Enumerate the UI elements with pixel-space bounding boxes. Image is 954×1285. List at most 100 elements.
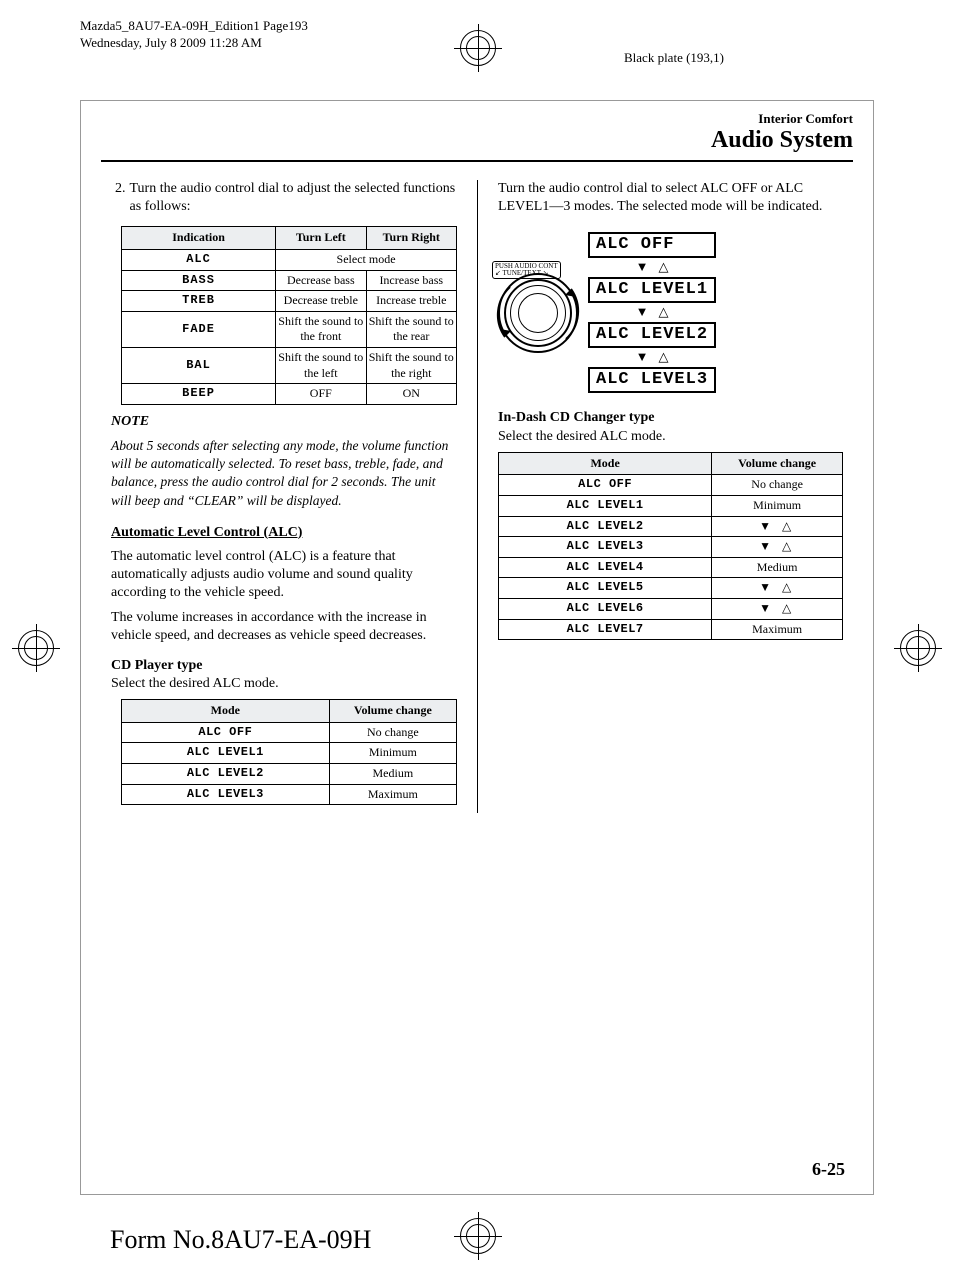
indication-cell: BASS [122, 270, 276, 291]
table-header: Volume change [712, 452, 843, 475]
table-row: ALC OFF No change [122, 722, 457, 743]
paragraph: The volume increases in accordance with … [111, 609, 457, 645]
paragraph: Turn the audio control dial to select AL… [498, 180, 843, 216]
table-row: ALC LEVEL3 Maximum [122, 784, 457, 805]
table-row: ALC LEVEL2 ▼ △ [499, 516, 843, 537]
indash-sub: Select the desired ALC mode. [498, 428, 843, 446]
indication-cell: BEEP [122, 384, 276, 405]
table-row: ALC LEVEL2 Medium [122, 764, 457, 785]
paragraph: The automatic level control (ALC) is a f… [111, 548, 457, 603]
mode-cell: ALC LEVEL4 [499, 557, 712, 578]
level-box: ALC LEVEL2 [588, 322, 716, 348]
registration-mark-icon [18, 630, 54, 666]
up-arrow-icon: △ [658, 259, 668, 276]
table-row: BAL Shift the sound to the left Shift th… [122, 347, 457, 383]
volume-cell: Minimum [329, 743, 456, 764]
value-cell: Increase treble [366, 291, 456, 312]
section-divider [101, 160, 853, 162]
right-column: Turn the audio control dial to select AL… [477, 180, 843, 813]
table-row: FADE Shift the sound to the front Shift … [122, 311, 457, 347]
mode-cell: ALC LEVEL6 [499, 598, 712, 619]
alc-levels-diagram: ALC OFF ▼△ ALC LEVEL1 ▼△ ALC LEVEL2 ▼△ A… [588, 232, 716, 393]
down-arrow-icon: ▼ [636, 349, 649, 366]
indication-cell: BAL [122, 347, 276, 383]
volume-cell: No change [329, 722, 456, 743]
arrow-row: ▼△ [588, 348, 716, 367]
volume-cell-arrows: ▼ △ [712, 598, 843, 619]
mode-cell: ALC LEVEL3 [122, 784, 330, 805]
cd-player-heading: CD Player type [111, 657, 457, 675]
form-number: Form No.8AU7-EA-09H [110, 1225, 371, 1255]
section-title: Audio System [101, 127, 853, 154]
volume-cell-arrows: ▼ △ [712, 516, 843, 537]
mode-cell: ALC LEVEL2 [499, 516, 712, 537]
down-arrow-icon: ▼ [636, 304, 649, 321]
value-cell: Shift the sound to the front [276, 311, 366, 347]
volume-cell-arrows: ▼ △ [712, 578, 843, 599]
volume-cell: Medium [712, 557, 843, 578]
mode-cell: ALC LEVEL5 [499, 578, 712, 599]
value-cell: Shift the sound to the right [366, 347, 456, 383]
down-arrow-icon: ▼ [636, 259, 649, 276]
volume-cell-arrows: ▼ △ [712, 537, 843, 558]
level-box: ALC LEVEL3 [588, 367, 716, 393]
table-row: ALC Select mode [122, 249, 457, 270]
registration-mark-icon [900, 630, 936, 666]
mode-cell: ALC LEVEL2 [122, 764, 330, 785]
indication-cell: ALC [122, 249, 276, 270]
volume-cell: No change [712, 475, 843, 496]
table-header: Volume change [329, 700, 456, 723]
table-row: BEEP OFF ON [122, 384, 457, 405]
table-row: TREB Decrease treble Increase treble [122, 291, 457, 312]
arrow-row: ▼△ [588, 258, 716, 277]
indication-cell: TREB [122, 291, 276, 312]
step-2: 2. Turn the audio control dial to adjust… [111, 180, 457, 216]
value-cell: OFF [276, 384, 366, 405]
note-text: About 5 seconds after selecting any mode… [111, 437, 457, 510]
page-content-frame: Interior Comfort Audio System 2. Turn th… [80, 100, 874, 1195]
audio-functions-table: Indication Turn Left Turn Right ALC Sele… [121, 226, 457, 404]
value-cell: Decrease treble [276, 291, 366, 312]
mode-cell: ALC LEVEL3 [499, 537, 712, 558]
level-box: ALC OFF [588, 232, 716, 258]
value-cell: Decrease bass [276, 270, 366, 291]
volume-cell: Medium [329, 764, 456, 785]
table-header: Mode [122, 700, 330, 723]
arrow-row: ▼△ [588, 303, 716, 322]
mode-cell: ALC LEVEL7 [499, 619, 712, 640]
table-row: ALC OFF No change [499, 475, 843, 496]
table-row: ALC LEVEL7 Maximum [499, 619, 843, 640]
volume-cell: Minimum [712, 495, 843, 516]
value-cell: Shift the sound to the rear [366, 311, 456, 347]
cd-player-sub: Select the desired ALC mode. [111, 675, 457, 693]
up-arrow-icon: △ [658, 304, 668, 321]
value-cell: Select mode [276, 249, 457, 270]
table-row: ALC LEVEL1 Minimum [499, 495, 843, 516]
level-box: ALC LEVEL1 [588, 277, 716, 303]
cd-alc-table: Mode Volume change ALC OFF No change ALC… [121, 699, 457, 805]
registration-mark-icon [460, 30, 496, 66]
indication-cell: FADE [122, 311, 276, 347]
table-row: ALC LEVEL4 Medium [499, 557, 843, 578]
value-cell: Shift the sound to the left [276, 347, 366, 383]
table-row: ALC LEVEL5 ▼ △ [499, 578, 843, 599]
table-row: ALC LEVEL3 ▼ △ [499, 537, 843, 558]
section-heading: Interior Comfort Audio System [81, 101, 873, 160]
table-row: ALC LEVEL6 ▼ △ [499, 598, 843, 619]
dial-figure: PUSH AUDIO CONT↙ TUNE/TEXT ↘ ALC OFF ▼△ … [498, 232, 843, 393]
mode-cell: ALC LEVEL1 [499, 495, 712, 516]
up-arrow-icon: △ [658, 349, 668, 366]
step-number: 2. [115, 180, 126, 216]
registration-mark-icon [460, 1218, 496, 1254]
table-row: BASS Decrease bass Increase bass [122, 270, 457, 291]
table-header: Mode [499, 452, 712, 475]
mode-cell: ALC OFF [499, 475, 712, 496]
indash-alc-table: Mode Volume change ALC OFF No change ALC… [498, 452, 843, 640]
value-cell: ON [366, 384, 456, 405]
indash-heading: In-Dash CD Changer type [498, 409, 843, 427]
value-cell: Increase bass [366, 270, 456, 291]
volume-cell: Maximum [712, 619, 843, 640]
mode-cell: ALC LEVEL1 [122, 743, 330, 764]
left-column: 2. Turn the audio control dial to adjust… [111, 180, 477, 813]
mode-cell: ALC OFF [122, 722, 330, 743]
